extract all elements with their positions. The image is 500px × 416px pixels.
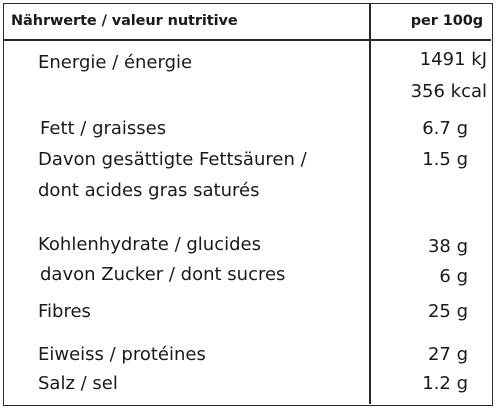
energy-kcal-value: 356 kcal (410, 81, 487, 102)
header-nutrient-column: Nährwerte / valeur nutritive (11, 13, 238, 29)
protein-value: 27 g (427, 344, 468, 365)
column-divider (369, 4, 371, 404)
nutrition-table: Nährwerte / valeur nutritive per 100g En… (3, 3, 493, 406)
salt-value: 1.2 g (422, 373, 468, 394)
sugar-value: 6 g (439, 266, 468, 287)
salt-label: Salz / sel (38, 373, 118, 394)
fibre-label: Fibres (38, 301, 91, 322)
carbohydrates-value: 38 g (427, 236, 468, 257)
saturated-fat-label-line2: dont acides gras saturés (38, 180, 260, 201)
saturated-fat-value: 1.5 g (422, 149, 468, 170)
energy-kj-value: 1491 kJ (419, 49, 487, 70)
carbohydrates-label: Kohlenhydrate / glucides (38, 234, 261, 255)
sugar-label: davon Zucker / dont sucres (40, 264, 286, 285)
header-per-100g: per 100g (410, 13, 483, 29)
fat-value: 6.7 g (422, 118, 468, 139)
protein-label: Eiweiss / protéines (38, 344, 206, 365)
energy-label: Energie / énergie (38, 52, 193, 73)
saturated-fat-label-line1: Davon gesättigte Fettsäuren / (38, 149, 307, 170)
header-divider (4, 39, 491, 41)
fibre-value: 25 g (427, 301, 468, 322)
fat-label: Fett / graisses (40, 118, 167, 139)
